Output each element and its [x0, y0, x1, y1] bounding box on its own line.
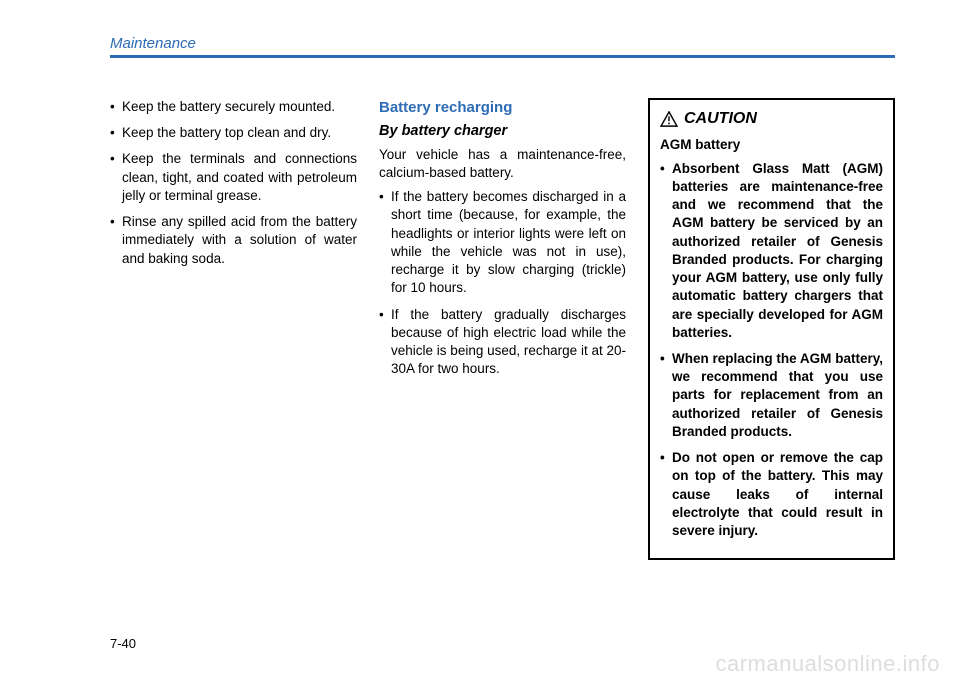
page-number: 7-40: [110, 636, 136, 651]
list-item: Keep the terminals and connec­tions clea…: [110, 150, 357, 205]
list-item: Keep the battery top clean and dry.: [110, 124, 357, 142]
caution-box: CAUTION AGM battery Absorbent Glass Matt…: [648, 98, 895, 560]
list-item: Keep the battery securely mount­ed.: [110, 98, 357, 116]
header-rule: [110, 55, 895, 58]
list-item: Rinse any spilled acid from the bat­tery…: [110, 213, 357, 268]
list-item: Absorbent Glass Matt (AGM) batteries are…: [660, 160, 883, 342]
column-1: Keep the battery securely mount­ed. Keep…: [110, 98, 357, 560]
sub-title: By battery charger: [379, 122, 626, 142]
col2-list: If the battery becomes discharged in a s…: [379, 188, 626, 378]
column-3: CAUTION AGM battery Absorbent Glass Matt…: [648, 98, 895, 560]
intro-text: Your vehicle has a maintenance-free, cal…: [379, 146, 626, 182]
caution-subtitle: AGM battery: [660, 136, 883, 154]
warning-icon: [660, 111, 678, 127]
page-header: Maintenance: [110, 35, 895, 52]
column-2: Battery recharging By battery charger Yo…: [379, 98, 626, 560]
list-item: When replacing the AGM bat­tery, we reco…: [660, 350, 883, 441]
watermark: carmanualsonline.info: [715, 651, 940, 677]
list-item: If the battery becomes discharged in a s…: [379, 188, 626, 297]
caution-header: CAUTION: [660, 108, 883, 130]
col1-list: Keep the battery securely mount­ed. Keep…: [110, 98, 357, 268]
content-columns: Keep the battery securely mount­ed. Keep…: [110, 98, 895, 560]
caution-label: CAUTION: [684, 108, 757, 130]
manual-page: Maintenance Keep the battery securely mo…: [0, 0, 960, 689]
list-item: If the battery gradually discharges beca…: [379, 306, 626, 379]
caution-list: Absorbent Glass Matt (AGM) batteries are…: [660, 160, 883, 540]
list-item: Do not open or remove the cap on top of …: [660, 449, 883, 540]
section-title: Battery recharging: [379, 98, 626, 118]
